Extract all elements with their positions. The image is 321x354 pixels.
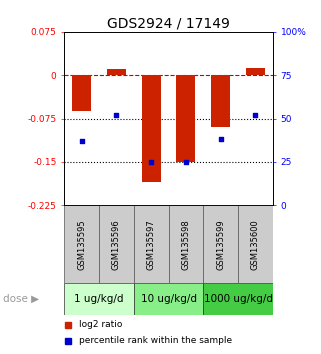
Point (218, 137, 223, 142)
Bar (134, 283, 203, 315)
Bar (107, 69, 126, 75)
Text: GSM135600: GSM135600 (251, 219, 260, 270)
Text: 10 ug/kg/d: 10 ug/kg/d (141, 294, 196, 304)
Text: GSM135599: GSM135599 (216, 219, 225, 270)
Text: 1000 ug/kg/d: 1000 ug/kg/d (204, 294, 273, 304)
Bar (169, 205, 203, 283)
Text: percentile rank within the sample: percentile rank within the sample (79, 336, 232, 345)
Title: GDS2924 / 17149: GDS2924 / 17149 (107, 17, 230, 31)
Point (114, 112, 119, 118)
Bar (203, 283, 273, 315)
Text: GSM135595: GSM135595 (77, 219, 86, 270)
Bar (72, 75, 91, 111)
Bar (99, 205, 134, 283)
Bar (142, 75, 161, 182)
Bar (64, 283, 134, 315)
Bar (211, 75, 230, 127)
Bar (176, 75, 195, 162)
Bar (238, 205, 273, 283)
Point (253, 112, 258, 118)
Text: 1 ug/kg/d: 1 ug/kg/d (74, 294, 124, 304)
Point (79, 138, 84, 144)
Bar (203, 205, 238, 283)
Bar (246, 68, 265, 75)
Point (183, 159, 188, 165)
Point (149, 159, 154, 165)
Text: GSM135596: GSM135596 (112, 219, 121, 270)
Bar (64, 205, 99, 283)
Text: dose ▶: dose ▶ (3, 294, 39, 304)
Text: GSM135598: GSM135598 (181, 219, 190, 270)
Bar (134, 205, 169, 283)
Text: log2 ratio: log2 ratio (79, 320, 122, 330)
Text: GSM135597: GSM135597 (147, 219, 156, 270)
